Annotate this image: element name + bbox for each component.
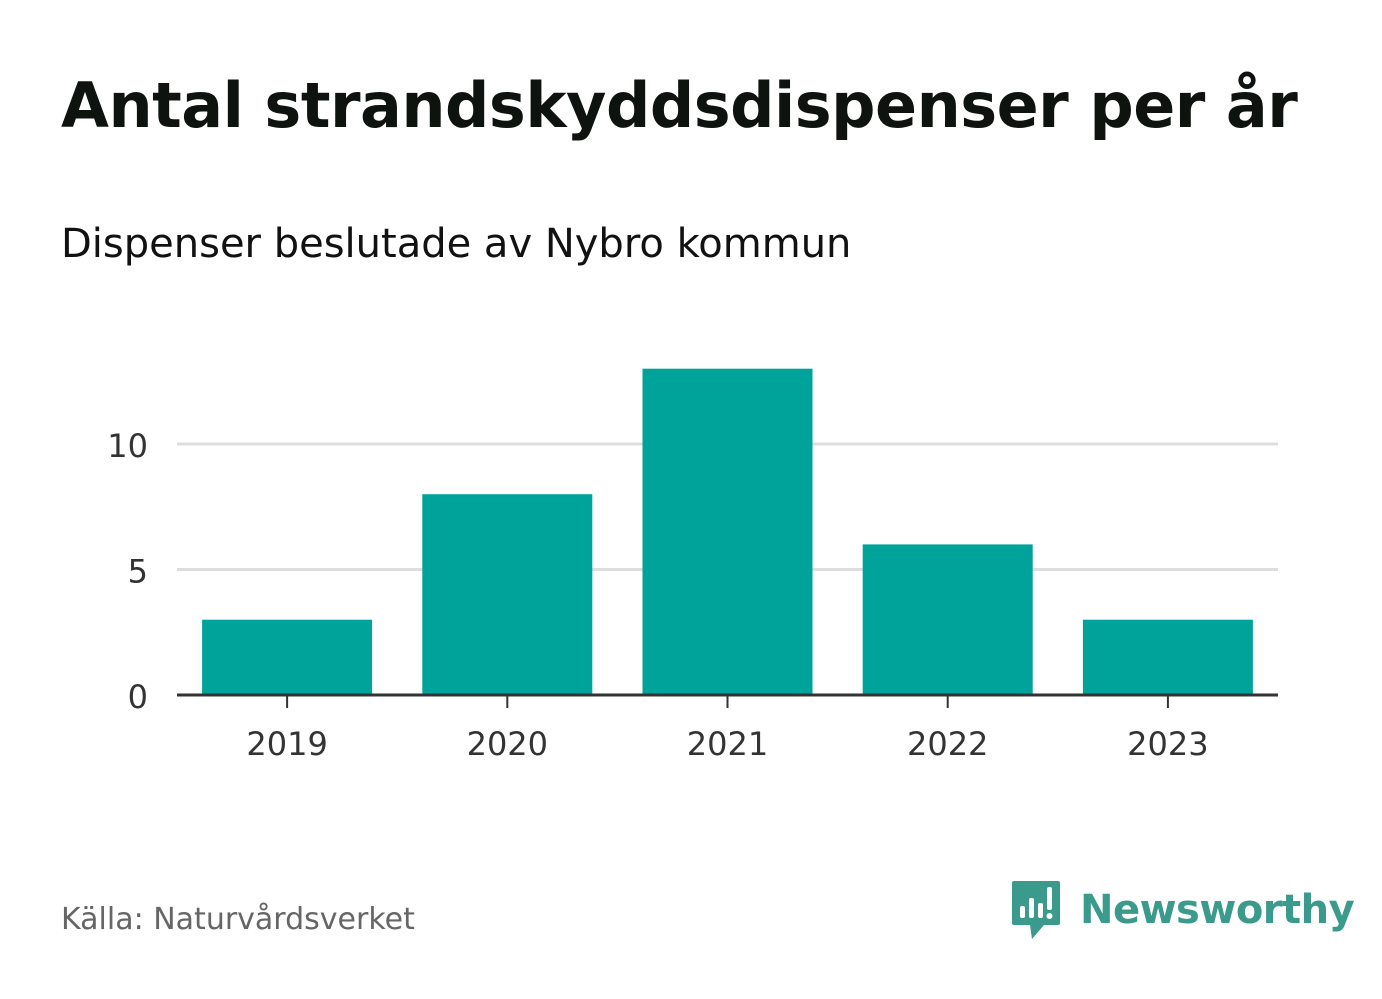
- x-tick-label: 2023: [1127, 725, 1208, 763]
- brand-name: Newsworthy: [1080, 887, 1355, 933]
- brand-logo[interactable]: Newsworthy: [1010, 878, 1355, 942]
- bar-2022: [862, 544, 1033, 695]
- chart-subtitle: Dispenser beslutade av Nybro kommun: [61, 221, 852, 267]
- source-note: Källa: Naturvårdsverket: [61, 902, 415, 937]
- y-tick-label: 5: [128, 553, 148, 591]
- x-tick-label: 2021: [687, 725, 768, 763]
- x-tick-label: 2020: [467, 725, 548, 763]
- newsworthy-logo-icon: [1012, 881, 1060, 939]
- axes: 0 5 10 2019 2020 2021 2022 2023: [107, 427, 1278, 763]
- bar-2020: [422, 494, 593, 695]
- bars: [202, 368, 1253, 695]
- bar-2019: [202, 619, 373, 695]
- y-tick-label: 10: [107, 427, 148, 465]
- bar-2021: [642, 368, 813, 695]
- x-tick-label: 2022: [907, 725, 988, 763]
- x-tick-label: 2019: [246, 725, 327, 763]
- chart-title: Antal strandskyddsdispenser per år: [61, 69, 1298, 142]
- bar-2023: [1082, 619, 1253, 695]
- y-tick-label: 0: [128, 678, 148, 716]
